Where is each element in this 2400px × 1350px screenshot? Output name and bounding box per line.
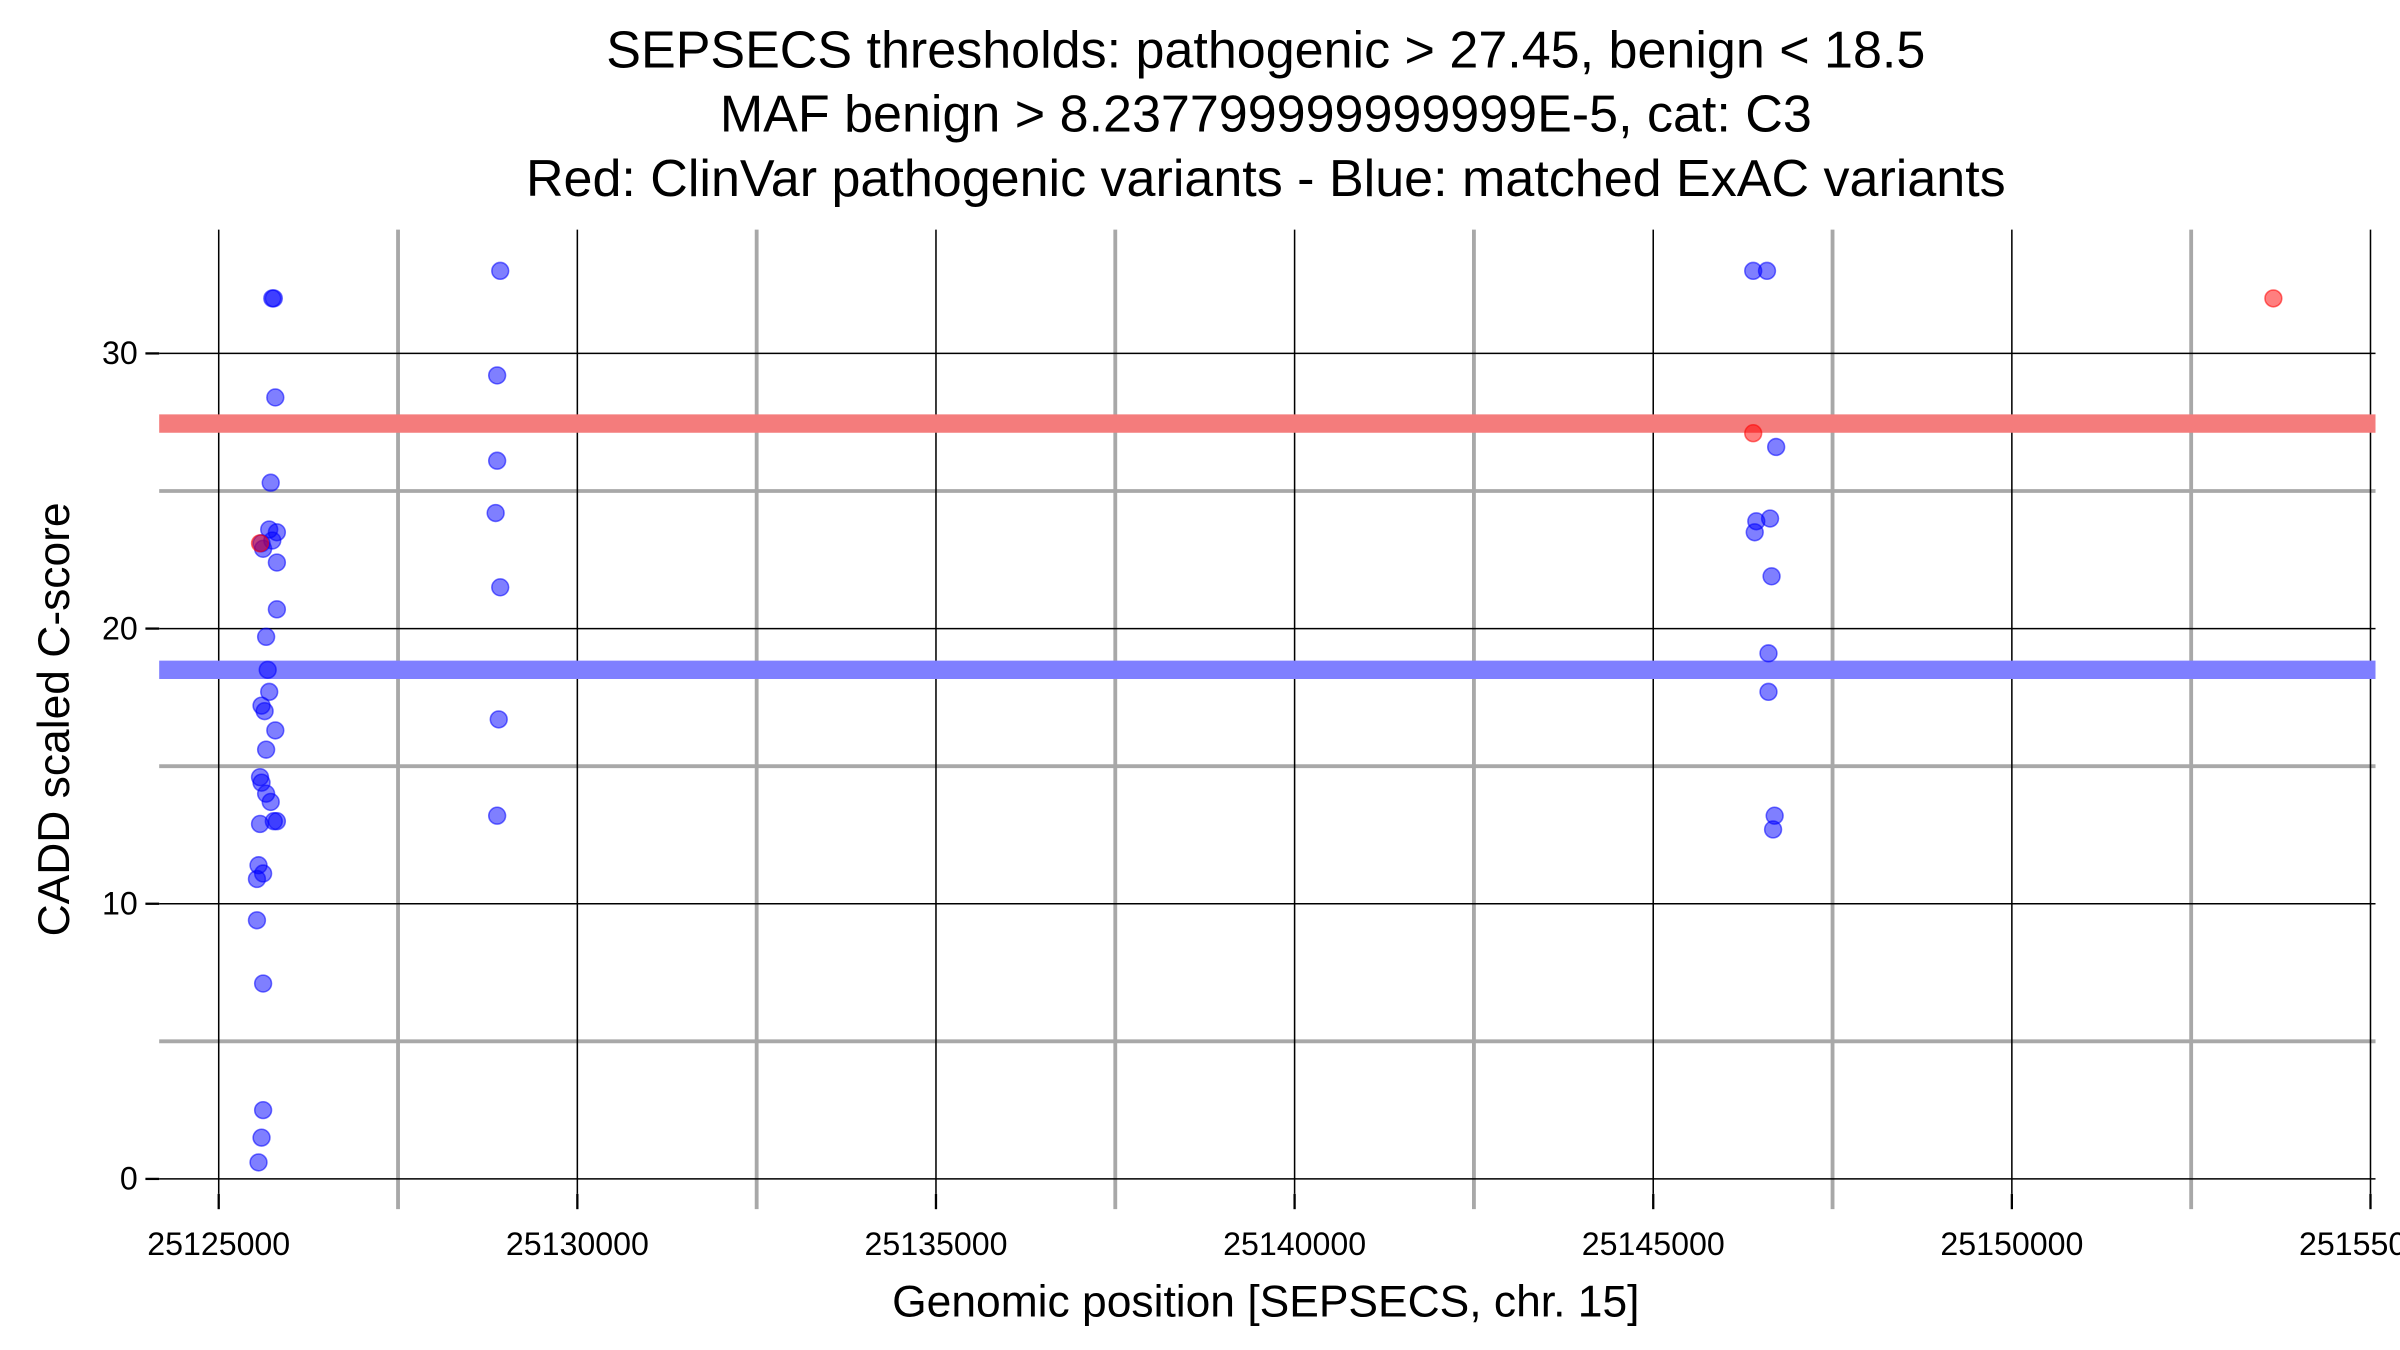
point [253, 974, 273, 993]
x-tick-label: 25155000 [2299, 1226, 2400, 1262]
point [487, 806, 507, 825]
point [249, 1153, 268, 1172]
point [266, 721, 285, 740]
point [489, 710, 508, 729]
point [1762, 567, 1781, 586]
point [1745, 523, 1764, 542]
point [487, 366, 507, 385]
x-tick-label: 25135000 [865, 1226, 1008, 1262]
point [261, 473, 280, 492]
point [252, 1128, 271, 1147]
point [1760, 509, 1780, 528]
x-tick-label: 25140000 [1223, 1226, 1366, 1262]
point [253, 1100, 273, 1120]
chart-title: SEPSECS thresholds: pathogenic > 27.45, … [606, 21, 1925, 79]
y-tick-label: 10 [102, 885, 138, 921]
point [250, 534, 270, 553]
point [1766, 437, 1786, 457]
x-tick-label: 25150000 [1940, 1226, 2083, 1262]
chart-title: MAF benign > 8.237799999999999E-5, cat: … [720, 86, 1812, 144]
point [258, 660, 277, 680]
point [491, 578, 510, 597]
point [1744, 424, 1763, 443]
y-tick-label: 30 [102, 335, 138, 371]
x-axis-label: Genomic position [SEPSECS, chr. 15] [892, 1277, 1639, 1326]
point [1759, 682, 1778, 702]
point [255, 701, 274, 721]
point [263, 289, 282, 308]
y-tick-label: 0 [120, 1161, 138, 1197]
point [247, 911, 267, 930]
point [2264, 289, 2283, 308]
point [486, 503, 505, 523]
point [487, 451, 507, 470]
point [266, 388, 285, 407]
point [491, 261, 510, 281]
point [267, 553, 287, 572]
point [256, 740, 276, 759]
point [267, 600, 287, 619]
x-tick-label: 25130000 [506, 1226, 649, 1262]
x-tick-label: 25125000 [147, 1226, 290, 1262]
point [261, 792, 280, 812]
x-tick-label: 25145000 [1582, 1226, 1725, 1262]
y-tick-label: 20 [102, 610, 138, 646]
point [1759, 644, 1778, 663]
point [247, 869, 267, 889]
point [256, 627, 276, 647]
y-axis-label: CADD scaled C-score [30, 502, 79, 936]
chart-title: Red: ClinVar pathogenic variants - Blue:… [526, 150, 2006, 208]
point [250, 814, 270, 834]
point [260, 682, 279, 702]
point [1757, 261, 1777, 281]
point [1763, 820, 1783, 839]
